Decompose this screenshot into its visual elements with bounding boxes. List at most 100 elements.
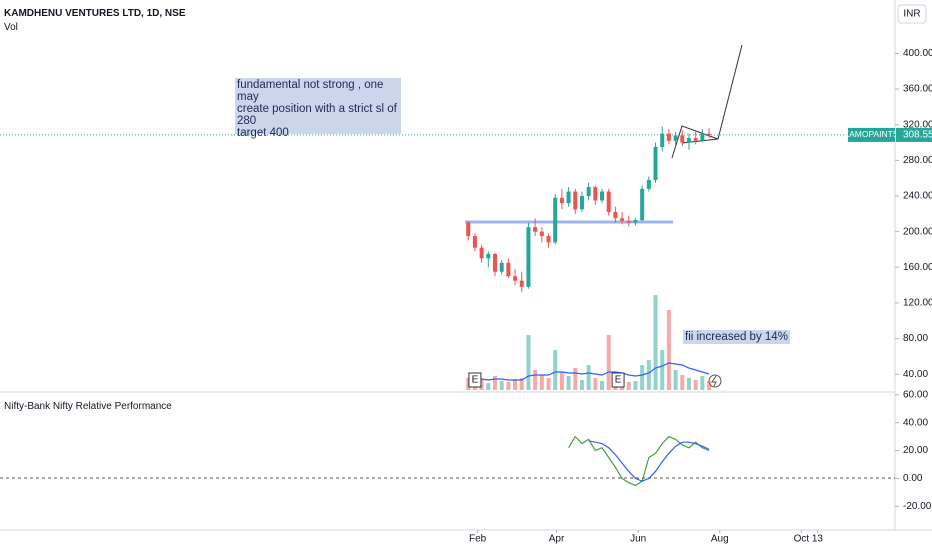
volume-label: Vol [4,22,18,33]
candle-body [539,231,544,237]
annotation: fundamental not strong , one may create p… [235,78,401,139]
candle-body [472,236,477,248]
candle-body [546,236,551,243]
x-tick-label: Feb [469,534,487,545]
volume-bar [533,370,538,390]
y-tick-label: 80.00 [903,333,928,344]
candle-body [533,227,538,232]
volume-bar [513,379,518,390]
annotation-line: create position with a strict sl of [237,103,397,115]
bolt [711,375,717,387]
candle-body [600,191,605,201]
price-badge [896,127,932,142]
candle-body [479,247,484,259]
volume-ma [468,362,710,381]
volume-bar [586,365,591,390]
candle-body [653,147,658,180]
event-label: E [472,375,479,386]
rs-line [568,435,710,487]
candle-body [673,135,678,141]
volume-bar [526,335,531,390]
annotation-line: fundamental not strong , one may [237,79,384,103]
annotation-line: target 400 [237,127,289,139]
volume-bar [553,350,558,390]
candle-body [499,262,504,272]
annotation: fii increased by 14% [683,330,790,344]
volume-bar [486,383,491,390]
candle-body [660,133,665,147]
candle-body [700,133,705,141]
volume-bar [506,382,511,390]
candle-body [680,135,685,143]
indicator-title: Nifty-Bank Nifty Relative Performance [4,401,172,412]
candle-body [620,218,625,221]
y-tick-label: 60.00 [903,389,928,400]
last-price-label: 308.55 [903,130,932,141]
y-tick-label: 120.00 [903,298,932,309]
candle-body [586,187,591,196]
candle-body [492,253,497,272]
candle-body [606,191,611,213]
candle-body [666,133,671,141]
volume-bar [686,378,691,390]
y-tick-label: 400.00 [903,48,932,59]
rs-line [588,440,710,482]
candle-body [646,179,651,189]
volume-bar [499,381,504,390]
candle-body [553,197,558,243]
volume-bar [566,376,571,390]
volume-bar [646,360,651,390]
candle-body [593,187,598,201]
x-tick-label: 13 [812,534,824,545]
candle-body [573,191,578,210]
candle-body [559,197,564,204]
y-tick-label: 240.00 [903,191,932,202]
x-tick-label: Jun [630,534,646,545]
volume-bar [479,380,484,390]
volume-bar [640,365,645,390]
event-label: E [615,375,622,386]
volume-bar [653,295,658,390]
y-tick-label: 40.00 [903,417,928,428]
volume-bar [660,350,665,390]
x-tick-label: Apr [549,534,565,545]
candle-body [486,253,491,259]
volume-bar [693,380,698,390]
volume-bar [546,378,551,390]
y-tick-label: 280.00 [903,155,932,166]
annotation-line: fii increased by 14% [685,331,788,343]
volume-bar [673,370,678,390]
volume-bar [626,382,631,390]
volume-bar [600,381,605,390]
symbol-title: KAMDHENU VENTURES LTD, 1D, NSE [4,8,186,19]
volume-bar [519,378,524,390]
volume-bar [559,372,564,390]
candle-body [686,138,691,143]
volume-bar [573,368,578,390]
event-marker [468,372,482,388]
x-tick-label: Oct [794,534,810,545]
y-tick-label: 20.00 [903,445,928,456]
candle-body [613,212,618,219]
y-tick-label: 360.00 [903,84,932,95]
candle-body [707,133,712,135]
y-tick-label: -20.00 [903,501,932,512]
volume-bar [680,375,685,390]
symbol-label: KAMOPAINTS [843,129,898,139]
currency-button[interactable] [897,4,927,24]
volume-bar [579,380,584,390]
event-marker [611,372,625,388]
volume-bar [700,376,705,390]
candle-body [633,220,638,223]
volume-bar [633,381,638,390]
y-tick-label: 160.00 [903,262,932,273]
candle-body [506,262,511,277]
y-tick-label: 40.00 [903,369,928,380]
volume-bar [606,335,611,390]
candle-body [626,220,631,223]
triangle-drawing [671,125,719,159]
volume-bar [466,378,471,390]
candle-body [693,138,698,141]
